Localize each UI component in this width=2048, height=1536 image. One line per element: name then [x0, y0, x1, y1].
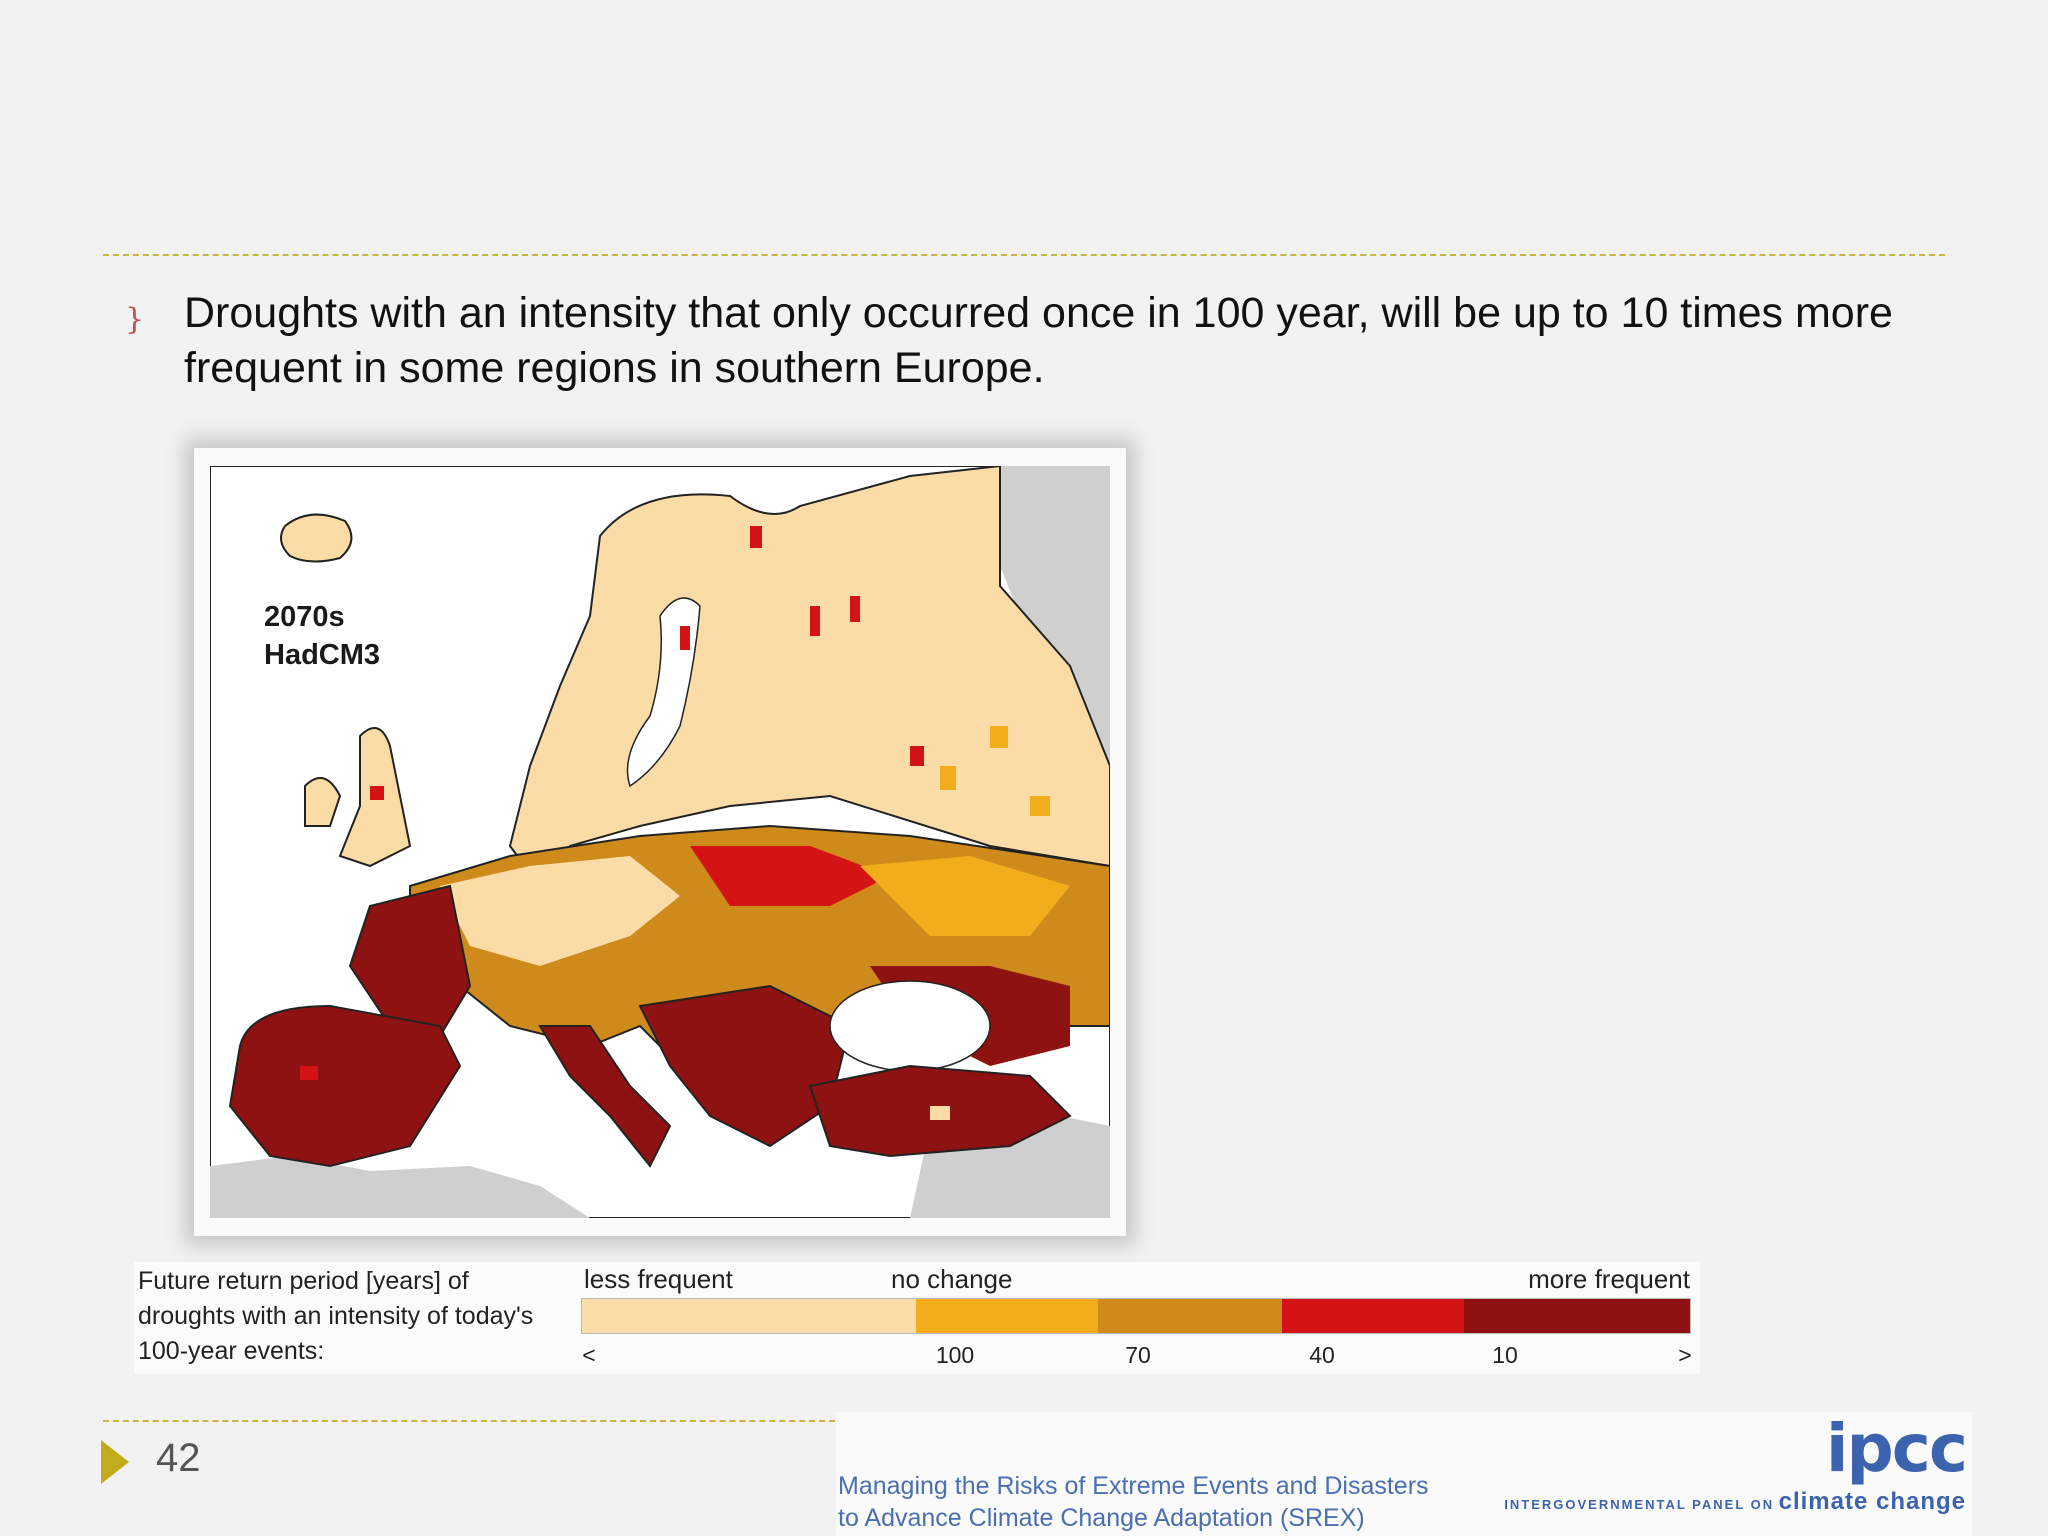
legend-color-bar: [581, 1298, 1691, 1334]
legend-swatch-more: [1464, 1299, 1690, 1333]
ipcc-logo: ipcc: [1825, 1410, 1968, 1487]
bottom-divider: [103, 1420, 835, 1422]
legend-less-frequent: less frequent: [584, 1264, 733, 1294]
legend-swatch-40-10: [1282, 1299, 1464, 1333]
legend-swatch-less: [582, 1299, 916, 1333]
map-model-label: HadCM3: [264, 639, 381, 671]
ipcc-tagline-big: climate change: [1778, 1488, 1966, 1515]
legend-tick: 40: [1309, 1342, 1335, 1368]
legend-swatch-70-40: [1098, 1299, 1282, 1333]
legend-no-change: no change: [891, 1264, 1013, 1294]
legend-tick: >: [1678, 1342, 1692, 1368]
ipcc-tagline-small: INTERGOVERNMENTAL PANEL ON: [1504, 1497, 1775, 1512]
ipcc-footer: Managing the Risks of Extreme Events and…: [836, 1410, 1972, 1536]
top-divider: [103, 254, 1945, 256]
legend-caption: Future return period [years] of droughts…: [138, 1267, 534, 1365]
drought-map-figure: 2070s HadCM3: [194, 448, 1126, 1236]
bullet-icon: }: [125, 302, 145, 337]
srex-title-line1: Managing the Risks of Extreme Events and…: [838, 1472, 1429, 1500]
map-legend: Future return period [years] of droughts…: [134, 1262, 1700, 1374]
europe-drought-map: [210, 466, 1110, 1218]
legend-swatch-100-70: [916, 1299, 1098, 1333]
legend-tick: 100: [935, 1342, 975, 1368]
page-number: 42: [156, 1436, 201, 1480]
legend-more-frequent: more frequent: [1528, 1264, 1690, 1294]
srex-title-line2: to Advance Climate Change Adaptation (SR…: [838, 1504, 1365, 1532]
bullet-text: Droughts with an intensity that only occ…: [184, 289, 1893, 392]
page-arrow-icon: [101, 1440, 129, 1484]
legend-tick: <: [582, 1342, 596, 1368]
legend-tick: 10: [1492, 1342, 1518, 1368]
legend-tick: 70: [1125, 1342, 1151, 1368]
srex-title: Managing the Risks of Extreme Events and…: [838, 1470, 1429, 1534]
ipcc-tagline: INTERGOVERNMENTAL PANEL ON climate chang…: [1504, 1488, 1966, 1516]
map-period-label: 2070s: [264, 601, 345, 633]
